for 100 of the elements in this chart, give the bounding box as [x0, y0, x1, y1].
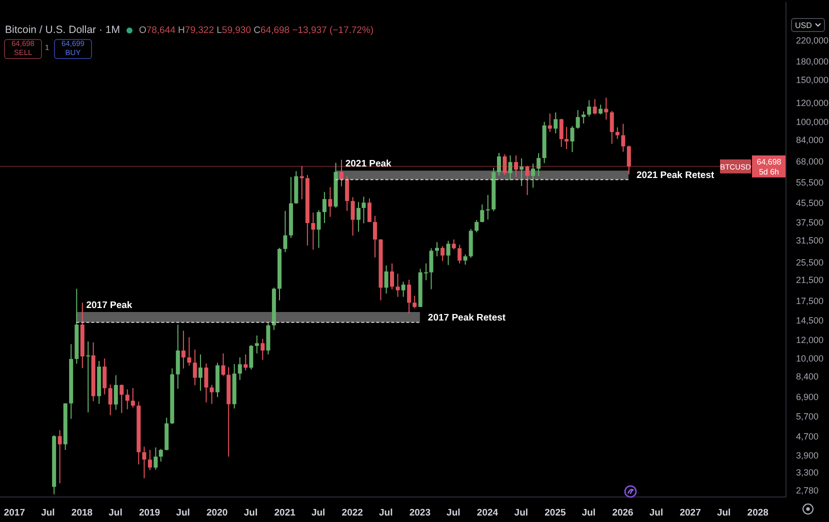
- candlestick: [181, 330, 186, 369]
- y-tick-label: 21,500: [796, 274, 824, 285]
- candlestick: [367, 198, 372, 223]
- candlestick: [260, 338, 265, 360]
- annotation: 2021 Peak Retest: [636, 170, 715, 181]
- candlestick: [254, 335, 259, 354]
- y-tick-label: 45,500: [796, 198, 824, 208]
- text: Bitcoin / U.S. Dollar · 1M: [5, 24, 120, 36]
- y-tick-label: 5,700: [796, 411, 819, 422]
- candlestick: [570, 126, 574, 153]
- candlestick: [446, 240, 450, 266]
- candlestick: [192, 349, 197, 386]
- x-tick-label: Jul: [582, 508, 596, 519]
- y-tick-label: 6,900: [796, 392, 819, 402]
- candlestick: [626, 144, 631, 175]
- candlestick: [204, 363, 208, 403]
- y-tick-label: 150,000: [796, 75, 829, 86]
- candlestick: [429, 248, 434, 290]
- y-tick-label: 220,000: [796, 36, 829, 46]
- candlestick: [486, 194, 490, 220]
- candlestick: [300, 166, 304, 200]
- y-tick-label: 84,000: [796, 134, 824, 145]
- candlestick: [114, 374, 118, 410]
- annotation: 2017 Peak: [86, 300, 133, 312]
- candlestick: [120, 384, 124, 414]
- x-tick-label: Jul: [716, 508, 731, 519]
- candlestick: [86, 340, 90, 413]
- candlestick: [350, 196, 355, 236]
- y-tick-label: 3,300: [796, 468, 819, 478]
- x-tick-label: 2023: [409, 508, 430, 519]
- candlestick: [249, 344, 254, 370]
- candlestick: [621, 123, 626, 152]
- candlestick: [221, 352, 226, 376]
- candlestick: [531, 163, 536, 188]
- candlestick: [316, 210, 321, 248]
- y-tick-label: 37,500: [796, 218, 824, 228]
- annotation: 64,698: [756, 157, 782, 166]
- candlestick: [554, 112, 558, 134]
- x-tick-label: 2019: [138, 508, 160, 519]
- x-tick-label: 2027: [680, 508, 701, 519]
- candlestick: [592, 98, 597, 115]
- candlestick: [508, 154, 512, 181]
- x-tick-label: 2021: [274, 508, 296, 519]
- candlestick: [384, 264, 388, 294]
- x-tick-label: 2025: [544, 508, 566, 519]
- annotation: 2017 Peak Retest: [428, 312, 506, 323]
- x-tick-label: 2018: [71, 508, 93, 519]
- candlestick: [322, 191, 326, 224]
- candlestick: [311, 212, 316, 250]
- candlestick: [474, 220, 479, 233]
- x-tick-label: Jul: [108, 508, 122, 519]
- candlestick: [108, 384, 112, 416]
- candlestick: [130, 388, 135, 408]
- candlestick: [390, 262, 394, 290]
- x-tick-label: Jul: [41, 508, 55, 519]
- x-tick-label: Jul: [244, 508, 258, 519]
- candlestick: [125, 388, 130, 410]
- candlestick: [210, 384, 214, 404]
- candlestick: [372, 215, 377, 258]
- candlestick: [362, 196, 366, 224]
- y-tick-label: 100,000: [796, 116, 829, 127]
- x-tick-label: Jul: [311, 508, 326, 519]
- y-tick-label: 25,500: [796, 257, 824, 268]
- candlestick: [356, 201, 361, 232]
- candlestick: [58, 430, 62, 484]
- candlestick: [407, 279, 412, 314]
- x-tick-label: 2024: [476, 508, 499, 519]
- candlestick: [525, 165, 530, 196]
- y-tick-label: 68,000: [796, 156, 824, 166]
- candlestick: [615, 126, 620, 140]
- candlestick: [610, 110, 614, 144]
- candlestick: [564, 126, 569, 150]
- y-tick-label: 14,500: [796, 315, 824, 326]
- candlestick: [176, 324, 180, 390]
- candlestick: [154, 446, 158, 470]
- candlestick: [412, 295, 417, 309]
- candlestick: [142, 446, 146, 479]
- candlestick: [536, 152, 541, 177]
- x-tick-label: Jul: [446, 508, 460, 519]
- candlestick: [187, 336, 192, 366]
- candlestick: [148, 449, 152, 471]
- annotation: 2021 Peak: [345, 158, 392, 170]
- candlestick: [102, 358, 107, 395]
- candlestick: [514, 154, 518, 178]
- x-tick-label: 2026: [612, 508, 634, 519]
- candlestick: [339, 159, 344, 187]
- x-tick-label: 2022: [342, 508, 363, 519]
- candlestick: [587, 100, 592, 118]
- candlestick: [283, 210, 288, 253]
- y-tick-label: 17,500: [796, 296, 824, 306]
- candlestick: [396, 273, 400, 298]
- candlestick: [559, 118, 564, 148]
- x-tick-label: Jul: [176, 508, 190, 519]
- annotation: 5d 6h: [758, 166, 780, 176]
- candlestick: [604, 97, 608, 120]
- y-tick-label: 12,000: [796, 334, 824, 345]
- dropdown: USD: [791, 18, 825, 32]
- y-tick-label: 3,900: [796, 450, 819, 460]
- y-tick-label: 4,700: [796, 431, 819, 442]
- candlestick: [345, 175, 350, 212]
